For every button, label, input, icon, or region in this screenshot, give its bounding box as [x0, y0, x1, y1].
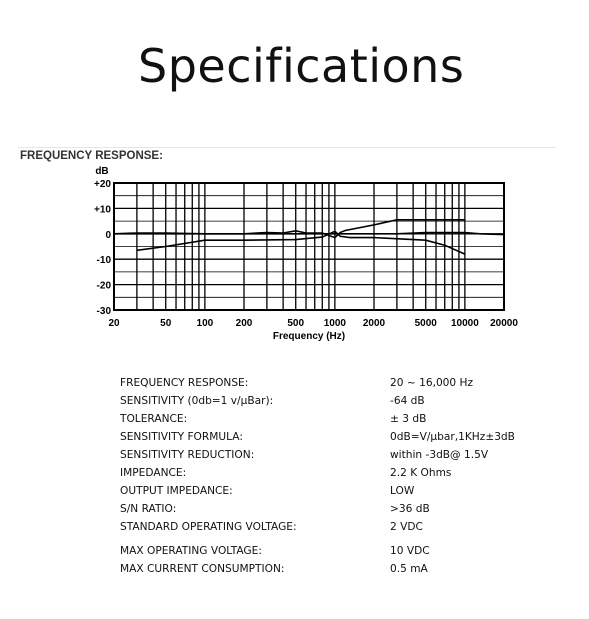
spec-value: 20 ~ 16,000 Hz: [390, 377, 474, 389]
x-tick-label: 2000: [363, 318, 386, 329]
spec-label: MAX CURRENT CONSUMPTION:: [120, 563, 285, 575]
x-tick-label: 10000: [451, 318, 479, 329]
spec-value: LOW: [390, 485, 415, 497]
divider: [18, 147, 556, 148]
spec-value: 0.5 mA: [390, 563, 428, 575]
x-tick-label: 100: [197, 318, 214, 329]
spec-value: >36 dB: [390, 503, 430, 515]
x-tick-label: 50: [160, 318, 172, 329]
spec-label: SENSITIVITY (0db=1 v/μBar):: [120, 395, 274, 407]
y-tick-label: -20: [97, 281, 112, 292]
page-title: Specifications: [138, 39, 465, 93]
spec-value: within -3dB@ 1.5V: [390, 449, 489, 461]
spec-label: S/N RATIO:: [120, 503, 177, 515]
y-tick-label: +20: [94, 179, 111, 190]
spec-label: STANDARD OPERATING VOLTAGE:: [120, 521, 297, 533]
spec-label: TOLERANCE:: [120, 413, 188, 425]
section-heading: FREQUENCY RESPONSE:: [20, 150, 163, 162]
x-tick-label: 5000: [415, 318, 438, 329]
y-tick-label: 0: [105, 230, 111, 241]
x-tick-label: 20: [108, 318, 120, 329]
spec-value: 0dB=V/μbar,1KHz±3dB: [390, 431, 515, 443]
spec-value: -64 dB: [390, 395, 425, 407]
series-line: [114, 231, 505, 236]
x-tick-label: 1000: [324, 318, 347, 329]
x-tick-label: 200: [236, 318, 253, 329]
spec-label: SENSITIVITY REDUCTION:: [120, 449, 255, 461]
spec-value: ± 3 dB: [390, 413, 427, 425]
x-tick-label: 500: [287, 318, 304, 329]
y-tick-label: -10: [97, 255, 112, 266]
spec-label: MAX OPERATING VOLTAGE:: [120, 545, 262, 557]
y-tick-label: -30: [97, 306, 112, 317]
spec-value: 2 VDC: [390, 521, 423, 533]
spec-label: OUTPUT IMPEDANCE:: [120, 485, 233, 497]
spec-value: 10 VDC: [390, 545, 430, 557]
spec-value: 2.2 K Ohms: [390, 467, 452, 479]
spec-label: SENSITIVITY FORMULA:: [120, 431, 243, 443]
x-tick-label: 20000: [490, 318, 518, 329]
x-axis-label: Frequency (Hz): [273, 331, 345, 342]
y-axis-unit: dB: [95, 166, 108, 177]
series-line: [136, 230, 466, 255]
y-tick-label: +10: [94, 204, 111, 215]
spec-label: FREQUENCY RESPONSE:: [120, 377, 249, 389]
spec-label: IMPEDANCE:: [120, 467, 187, 479]
